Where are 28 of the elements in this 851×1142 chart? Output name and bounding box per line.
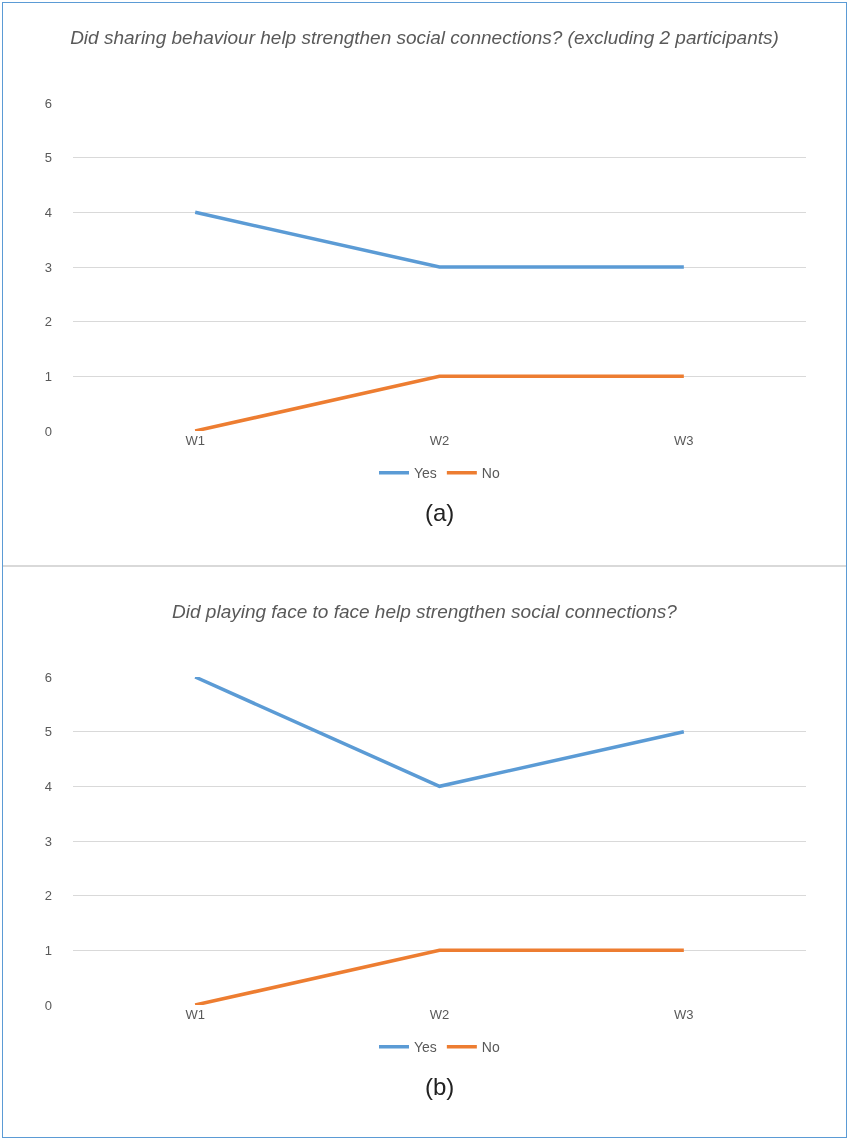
y-tick-label: 6: [44, 95, 52, 111]
chart-title: Did sharing behaviour help strengthen social connections? (excluding 2 participants): [70, 27, 779, 49]
text: (b): [425, 1073, 455, 1100]
legend-label: No: [481, 465, 500, 482]
y-tick-label: 1: [44, 368, 52, 384]
x-tick-label: W1: [185, 433, 205, 448]
y-tick-label: 2: [44, 314, 52, 330]
x-tick-label: W3: [674, 1007, 694, 1022]
y-tick-label: 6: [44, 669, 52, 685]
x-tick-label: W2: [429, 433, 450, 448]
text: (a): [425, 499, 455, 526]
x-tick-label: W2: [429, 1007, 450, 1022]
y-tick-label: 1: [44, 942, 52, 958]
y-tick-label: 0: [44, 997, 52, 1013]
y-tick-label: 4: [44, 778, 52, 794]
x-tick-label: W3: [674, 433, 694, 448]
y-tick-label: 2: [44, 888, 52, 904]
legend-label: Yes: [414, 1039, 437, 1056]
y-tick-label: 5: [44, 724, 52, 740]
y-tick-label: 0: [44, 423, 52, 439]
y-tick-label: 3: [44, 833, 52, 849]
legend-label: No: [481, 1039, 500, 1056]
chart-title: Did playing face to face help strengthen social connections?: [172, 601, 678, 623]
y-tick-label: 5: [44, 150, 52, 166]
y-tick-label: 4: [44, 204, 52, 220]
y-tick-label: 3: [44, 259, 52, 275]
x-tick-label: W1: [185, 1007, 205, 1022]
legend-label: Yes: [414, 465, 437, 482]
